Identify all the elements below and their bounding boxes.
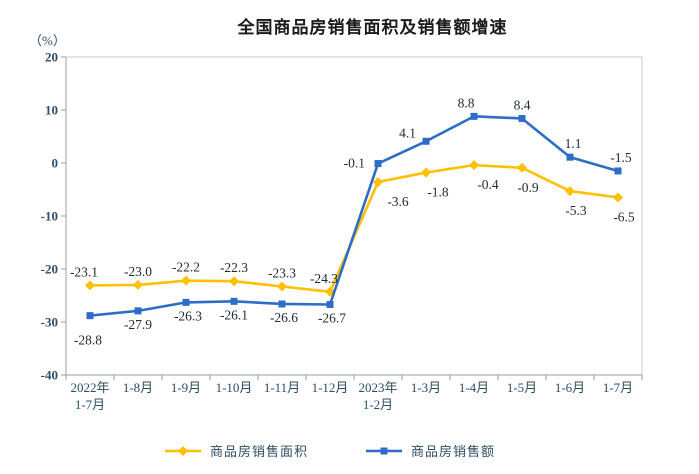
legend-swatch-diamond-icon	[165, 445, 201, 456]
y-tick-label: 0	[52, 156, 59, 171]
legend-label-sales-area: 商品房销售面积	[210, 444, 309, 459]
x-category-label: 1-5月	[507, 380, 537, 395]
series-1-marker-square	[278, 300, 286, 308]
series-0-marker-diamond	[85, 280, 95, 291]
y-tick-label: 10	[45, 103, 58, 118]
data-label-series-1: 8.8	[458, 95, 475, 110]
data-label-series-1: 1.1	[565, 136, 582, 151]
series-1-marker-square	[422, 137, 430, 145]
data-label-series-1: 4.1	[399, 125, 416, 140]
series-1-marker-square	[230, 297, 238, 305]
x-category-label: 1-9月	[171, 380, 201, 395]
data-label-series-0: -6.5	[613, 209, 635, 224]
chart-canvas: 20 10 0 -10 -20 -30 -40 2022年 1-7月 1-8月 1-9月 1-10月 1…	[41, 50, 643, 412]
data-label-series-0: -0.4	[477, 177, 499, 192]
x-category-label: 1-7月	[603, 380, 633, 395]
x-category-label: 2023年	[358, 380, 397, 395]
data-label-series-0: -3.6	[387, 194, 409, 209]
y-tick-label: -10	[41, 209, 58, 224]
data-label-series-0: -5.3	[565, 203, 587, 218]
x-category-label: 1-3月	[411, 380, 441, 395]
series-1-marker-square	[470, 112, 478, 120]
series-0-marker-diamond	[133, 279, 143, 290]
series-line-1	[88, 115, 620, 317]
plot-frame	[65, 56, 643, 376]
series-0-marker-diamond	[373, 177, 383, 188]
data-label-series-1: -0.1	[344, 156, 365, 171]
series-0-marker-diamond	[421, 167, 431, 178]
data-label-series-0: -23.0	[124, 264, 152, 279]
data-label-series-1: -26.6	[270, 310, 298, 325]
legend-item-sales-amount: 商品房销售额	[364, 441, 495, 460]
x-category-label: 1-2月	[363, 397, 393, 412]
data-label-series-1: -26.1	[220, 307, 248, 322]
legend-item-sales-area: 商品房销售面积	[163, 441, 308, 460]
series-0-marker-diamond	[469, 160, 479, 171]
series-1-marker-square	[614, 167, 622, 175]
y-axis-unit-label: （%）	[29, 33, 66, 48]
data-label-series-1: 8.4	[514, 97, 531, 112]
series-1-marker-square	[134, 307, 142, 315]
data-label-series-0: -23.1	[70, 264, 98, 279]
series-0-marker-diamond	[277, 281, 287, 292]
y-tick-label: -40	[41, 368, 58, 383]
chart-title: 全国商品房销售面积及销售额增速	[237, 18, 508, 37]
y-tick-label: -20	[41, 262, 58, 277]
data-label-series-0: -22.3	[220, 260, 248, 275]
data-label-series-0: -24.3	[310, 271, 338, 286]
series-1-marker-square	[566, 153, 574, 161]
series-1-marker-square	[86, 312, 94, 320]
y-tick-label: -30	[41, 315, 58, 330]
y-tick-label: 20	[45, 50, 58, 65]
data-label-series-1: -1.5	[610, 150, 632, 165]
series-0-marker-diamond	[613, 192, 623, 203]
x-category-label: 1-6月	[555, 380, 585, 395]
series-1-marker-square	[182, 298, 190, 306]
x-category-label: 2022年	[70, 380, 109, 395]
series-0-marker-diamond	[181, 275, 191, 286]
legend-swatch-square-icon	[366, 447, 403, 454]
series-1-marker-square	[518, 114, 526, 122]
data-label-series-1: -26.3	[174, 308, 202, 323]
legend-label-sales-amount: 商品房销售额	[411, 444, 496, 459]
chart-legend: 商品房销售面积 商品房销售额	[163, 441, 495, 460]
legend-marker-square	[380, 447, 388, 454]
x-category-label: 1-4月	[459, 380, 489, 395]
series-0-marker-diamond	[565, 186, 575, 197]
data-label-series-1: -28.8	[74, 333, 102, 348]
series-1-marker-square	[326, 301, 334, 309]
x-category-label: 1-7月	[75, 397, 105, 412]
data-label-series-0: -23.3	[268, 265, 296, 280]
x-category-label: 1-12月	[312, 380, 349, 395]
data-label-series-0: -1.8	[427, 185, 449, 200]
series-0-marker-diamond	[229, 276, 239, 287]
x-category-label: 1-8月	[123, 380, 153, 395]
series-line-0	[88, 163, 620, 294]
data-label-series-1: -27.9	[124, 317, 152, 332]
series-0-marker-diamond	[517, 162, 527, 173]
x-category-label: 1-11月	[264, 380, 300, 395]
x-category-label: 1-10月	[216, 380, 253, 395]
data-label-series-0: -0.9	[517, 180, 539, 195]
data-label-series-0: -22.2	[172, 260, 200, 275]
series-1-marker-square	[374, 160, 382, 168]
legend-marker-diamond	[178, 445, 188, 456]
data-label-series-1: -26.7	[318, 311, 346, 326]
